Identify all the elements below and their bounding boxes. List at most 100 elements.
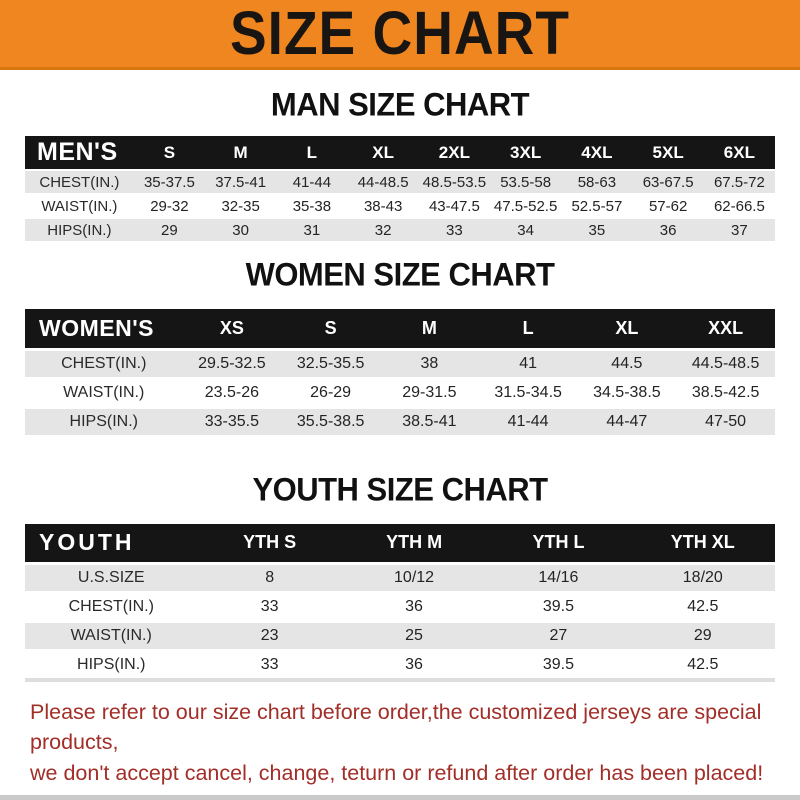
column-header: XL: [577, 309, 677, 349]
value-cell: 34.5-38.5: [577, 378, 677, 409]
value-cell: 33: [197, 592, 342, 623]
men-section: MAN SIZE CHART MEN'S S M L XL 2XL 3XL 4XL 5XL 6XL…: [0, 85, 800, 243]
value-cell: 29.5-32.5: [182, 347, 282, 380]
column-header: XS: [182, 309, 282, 349]
value-cell: 38-43: [347, 194, 419, 219]
header-row: WOMEN'S XS S M L XL XXL: [25, 309, 775, 349]
women-section-heading: WOMEN SIZE CHART: [245, 255, 555, 294]
row-label: HIPS(IN.): [25, 407, 183, 438]
value-cell: 39.5: [486, 592, 631, 623]
value-cell: 47.5-52.5: [490, 194, 562, 219]
youth-section-heading: YOUTH SIZE CHART: [252, 470, 548, 508]
column-header: YTH S: [197, 523, 342, 564]
table-row: HIPS(IN.) 33 36 39.5 42.5: [25, 650, 775, 682]
column-header: S: [133, 136, 205, 170]
value-cell: 26-29: [281, 378, 380, 409]
value-cell: 36: [632, 218, 704, 243]
value-cell: 14/16: [486, 562, 631, 594]
page-title: SIZE CHART: [230, 0, 570, 68]
column-header: XXL: [676, 309, 775, 349]
value-cell: 29-32: [133, 194, 205, 219]
value-cell: 47-50: [676, 407, 775, 438]
disclaimer-line-2: we don't accept cancel, change, teturn o…: [30, 760, 764, 785]
youth-section: YOUTH SIZE CHART YOUTH YTH S YTH M YTH L YTH…: [0, 470, 800, 682]
women-section: WOMEN SIZE CHART WOMEN'S XS S M L XL XXL CHEST(…: [0, 255, 800, 438]
table-corner-label: MEN'S: [25, 136, 134, 170]
value-cell: 25: [341, 621, 487, 652]
column-header: YTH L: [486, 523, 631, 564]
header-row: MEN'S S M L XL 2XL 3XL 4XL 5XL 6XL: [25, 136, 775, 170]
value-cell: 35.5-38.5: [281, 407, 380, 438]
column-header: YTH XL: [630, 523, 775, 564]
value-cell: 33-35.5: [182, 407, 282, 438]
bottom-edge-strip: [0, 795, 800, 800]
value-cell: 29-31.5: [380, 378, 479, 409]
row-label: WAIST(IN.): [25, 621, 198, 652]
value-cell: 63-67.5: [632, 169, 704, 195]
value-cell: 33: [418, 218, 490, 243]
row-label: WAIST(IN.): [25, 378, 183, 409]
value-cell: 29: [133, 218, 205, 243]
value-cell: 32.5-35.5: [281, 347, 380, 380]
value-cell: 37.5-41: [205, 169, 277, 195]
banner: SIZE CHART: [0, 0, 800, 70]
value-cell: 36: [341, 592, 487, 623]
value-cell: 44.5: [577, 347, 677, 380]
value-cell: 35: [561, 218, 633, 243]
value-cell: 35-37.5: [133, 169, 205, 195]
value-cell: 57-62: [632, 194, 704, 219]
value-cell: 32-35: [205, 194, 277, 219]
table-row: HIPS(IN.) 29 30 31 32 33 34 35 36 37: [25, 218, 775, 243]
value-cell: 10/12: [341, 562, 487, 594]
value-cell: 39.5: [486, 650, 631, 682]
men-size-table: MEN'S S M L XL 2XL 3XL 4XL 5XL 6XL CHEST(IN.) 35-37…: [25, 136, 775, 243]
value-cell: 37: [703, 218, 775, 243]
value-cell: 62-66.5: [703, 194, 775, 219]
table-row: CHEST(IN.) 33 36 39.5 42.5: [25, 592, 775, 623]
table-corner-label: WOMEN'S: [25, 309, 183, 349]
value-cell: 30: [205, 218, 277, 243]
column-header: L: [276, 136, 348, 170]
value-cell: 8: [197, 562, 342, 594]
column-header: 3XL: [490, 136, 562, 170]
value-cell: 27: [486, 621, 631, 652]
value-cell: 29: [630, 621, 775, 652]
header-row: YOUTH YTH S YTH M YTH L YTH XL: [25, 523, 775, 564]
value-cell: 67.5-72: [703, 169, 775, 195]
disclaimer: Please refer to our size chart before or…: [30, 697, 800, 789]
value-cell: 43-47.5: [418, 194, 490, 219]
value-cell: 42.5: [630, 592, 775, 623]
value-cell: 44-47: [577, 407, 677, 438]
disclaimer-line-1: Please refer to our size chart before or…: [30, 699, 762, 755]
value-cell: 32: [347, 218, 419, 243]
value-cell: 36: [341, 650, 487, 682]
table-row: HIPS(IN.) 33-35.5 35.5-38.5 38.5-41 41-44 44-…: [25, 407, 775, 438]
table-row: CHEST(IN.) 29.5-32.5 32.5-35.5 38 41 44.5 44.5…: [25, 347, 775, 380]
value-cell: 31: [276, 218, 348, 243]
value-cell: 52.5-57: [561, 194, 633, 219]
value-cell: 38: [380, 347, 479, 380]
column-header: 6XL: [703, 136, 775, 170]
men-section-heading: MAN SIZE CHART: [270, 85, 530, 124]
value-cell: 31.5-34.5: [478, 378, 578, 409]
row-label: U.S.SIZE: [25, 562, 198, 594]
table-row: WAIST(IN.) 29-32 32-35 35-38 38-43 43-47.5 47.…: [25, 194, 775, 219]
column-header: M: [205, 136, 277, 170]
value-cell: 41-44: [478, 407, 578, 438]
table-row: U.S.SIZE 8 10/12 14/16 18/20: [25, 562, 775, 594]
table-row: CHEST(IN.) 35-37.5 37.5-41 41-44 44-48.5 48.5…: [25, 169, 775, 195]
value-cell: 58-63: [561, 169, 633, 195]
value-cell: 34: [490, 218, 562, 243]
column-header: YTH M: [341, 523, 487, 564]
row-label: CHEST(IN.): [25, 347, 183, 380]
value-cell: 38.5-42.5: [676, 378, 775, 409]
column-header: XL: [347, 136, 419, 170]
column-header: S: [281, 309, 380, 349]
value-cell: 18/20: [630, 562, 775, 594]
column-header: 4XL: [561, 136, 633, 170]
value-cell: 33: [197, 650, 342, 682]
column-header: 2XL: [418, 136, 490, 170]
row-label: WAIST(IN.): [25, 194, 134, 219]
column-header: M: [380, 309, 479, 349]
